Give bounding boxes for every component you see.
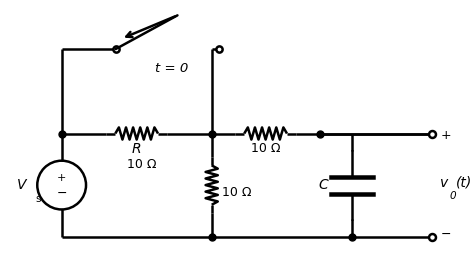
Text: 10 Ω: 10 Ω: [127, 158, 156, 171]
Text: t = 0: t = 0: [155, 62, 189, 75]
Text: −: −: [440, 228, 451, 241]
Text: 0: 0: [450, 191, 456, 201]
Text: +: +: [440, 129, 451, 142]
Text: −: −: [57, 187, 67, 200]
Text: 10 Ω: 10 Ω: [251, 142, 280, 155]
Text: V: V: [17, 178, 27, 192]
Text: 10 Ω: 10 Ω: [222, 186, 251, 199]
Text: +: +: [57, 172, 67, 183]
Text: C: C: [318, 178, 328, 192]
Text: R: R: [132, 142, 142, 156]
Text: s: s: [36, 194, 41, 203]
Text: v: v: [440, 176, 449, 190]
Text: (t): (t): [456, 176, 472, 190]
